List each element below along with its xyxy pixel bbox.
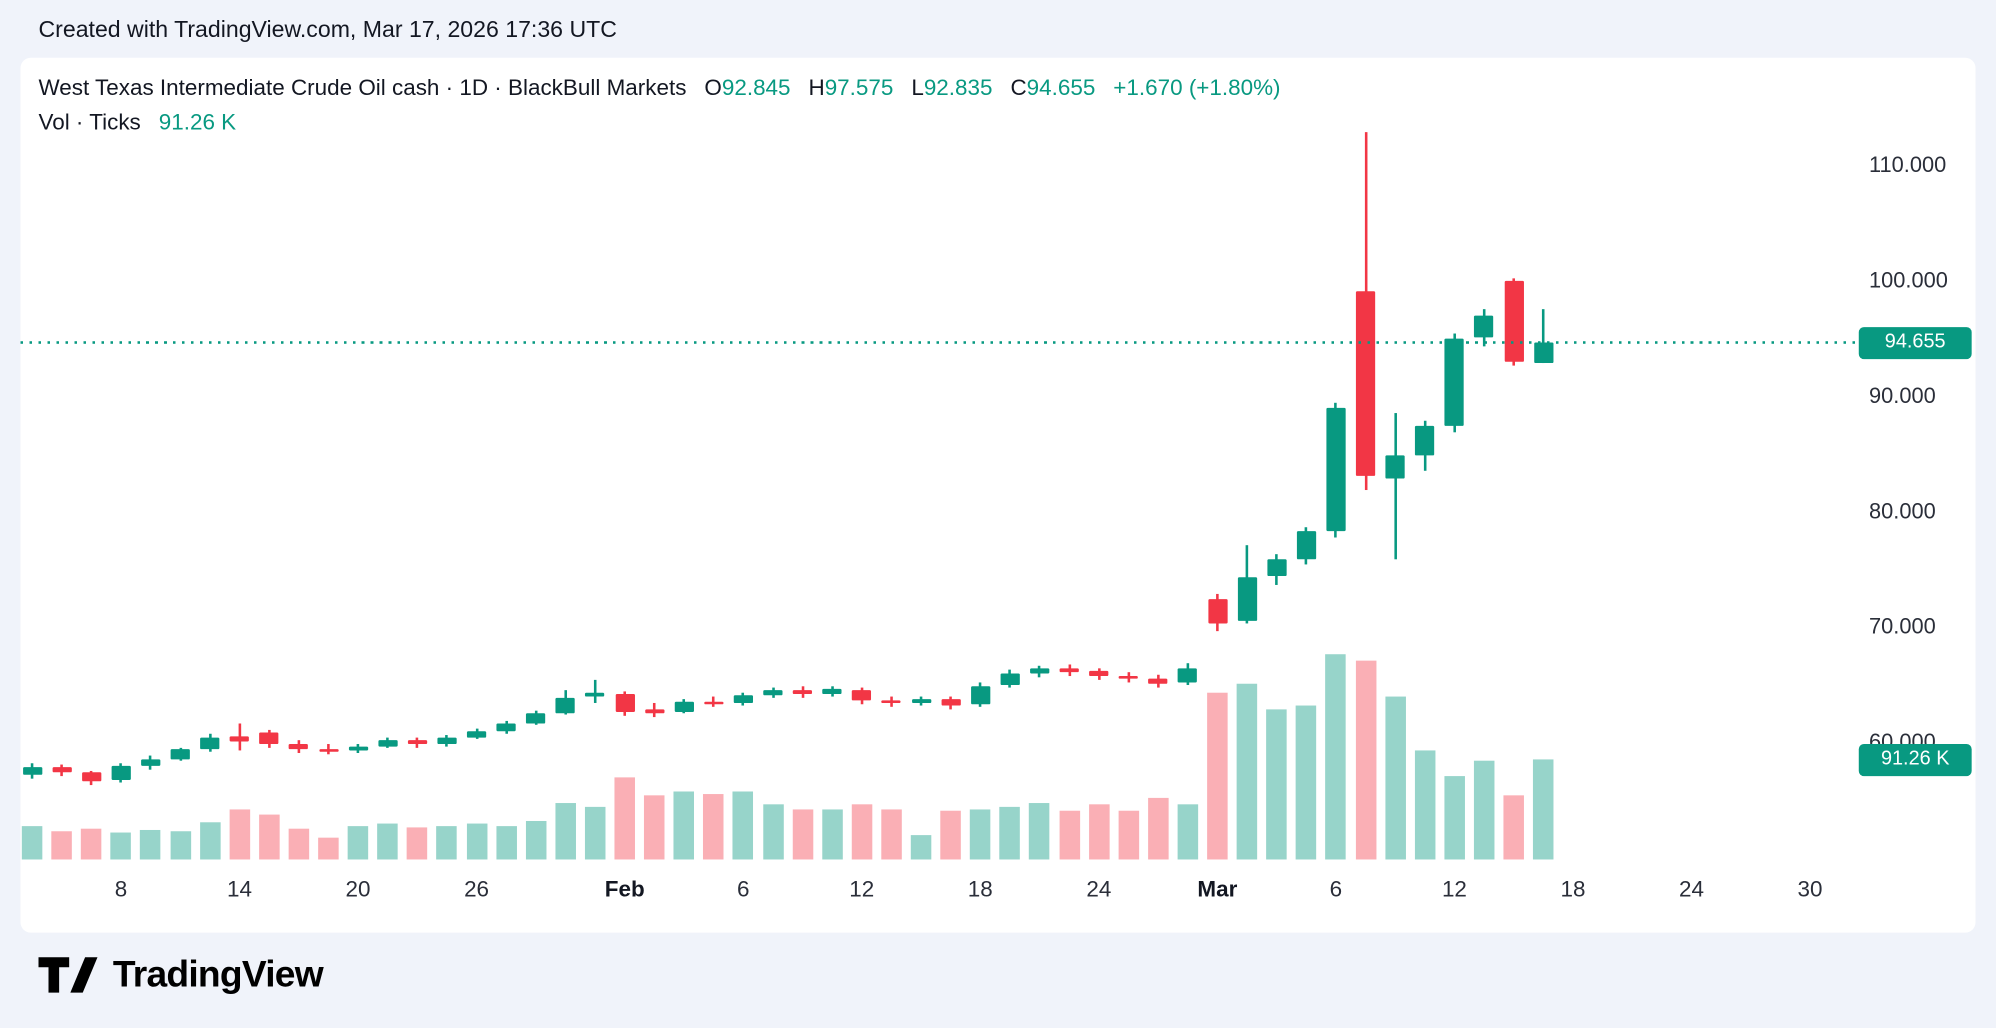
chart-card (20, 57, 1976, 933)
tradingview-wordmark: TradingView (112, 953, 324, 995)
last-price-badge: 94.655 (1858, 326, 1972, 359)
ohlc-open: O92.845 (704, 73, 791, 100)
price-change: +1.670 (+1.80%) (1113, 73, 1281, 100)
last-price-line (20, 341, 1857, 344)
ohlc-close: C94.655 (1010, 73, 1096, 100)
ohlc-high: H97.575 (808, 73, 894, 100)
chart-legend: West Texas Intermediate Crude Oil cash ·… (38, 73, 1280, 101)
volume-legend-value: 91.26 K (158, 108, 237, 135)
tradingview-brand[interactable]: TradingView (38, 952, 324, 998)
tradingview-logo-icon (38, 957, 98, 993)
volume-legend-label: Vol · Ticks (38, 108, 141, 135)
symbol-title: West Texas Intermediate Crude Oil cash ·… (38, 73, 687, 100)
last-volume-badge: 91.26 K (1858, 743, 1972, 776)
volume-legend: Vol · Ticks 91.26 K (38, 108, 236, 136)
attribution-text: Created with TradingView.com, Mar 17, 20… (38, 16, 617, 43)
ohlc-low: L92.835 (911, 73, 993, 100)
